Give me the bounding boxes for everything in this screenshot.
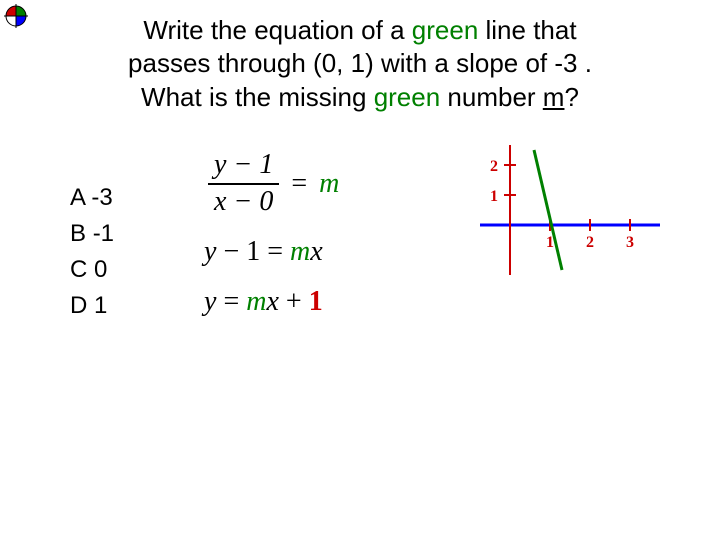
equation-3: y = mx + 1 bbox=[190, 286, 440, 318]
svg-text:1: 1 bbox=[490, 188, 498, 205]
q-line2: passes through (0, 1) with a slope of -3… bbox=[128, 48, 592, 78]
fraction-bar bbox=[208, 183, 279, 185]
q-line3-q: ? bbox=[564, 82, 578, 112]
choice-d: D 1 bbox=[70, 288, 114, 324]
fraction: y − 1 x − 0 bbox=[208, 150, 279, 218]
q-line3-green: green bbox=[374, 82, 441, 112]
equation-2: y − 1 = mx bbox=[190, 236, 440, 268]
m-variable: m bbox=[319, 168, 339, 200]
choice-a: A -3 bbox=[70, 180, 114, 216]
q-line1-pre: Write the equation of a bbox=[143, 15, 411, 45]
answer-choices: A -3 B -1 C 0 D 1 bbox=[70, 180, 114, 324]
mini-graph: 12312 bbox=[480, 145, 660, 275]
q-line3-mid: number bbox=[440, 82, 543, 112]
equation-area: y − 1 x − 0 = m y − 1 = mx y = mx + 1 bbox=[190, 150, 440, 318]
q-line3-pre: What is the missing bbox=[141, 82, 374, 112]
equation-1: y − 1 x − 0 = m bbox=[208, 150, 440, 218]
equals-sign: = bbox=[279, 168, 319, 200]
q-line1-post: line that bbox=[478, 15, 576, 45]
choice-c: C 0 bbox=[70, 252, 114, 288]
logo-icon bbox=[4, 4, 28, 28]
svg-text:3: 3 bbox=[626, 234, 634, 251]
q-line3-m: m bbox=[543, 82, 565, 112]
svg-text:2: 2 bbox=[490, 158, 498, 175]
svg-text:2: 2 bbox=[586, 234, 594, 251]
question-text: Write the equation of a green line that … bbox=[60, 14, 660, 114]
choice-b: B -1 bbox=[70, 216, 114, 252]
q-line1-green: green bbox=[412, 15, 479, 45]
